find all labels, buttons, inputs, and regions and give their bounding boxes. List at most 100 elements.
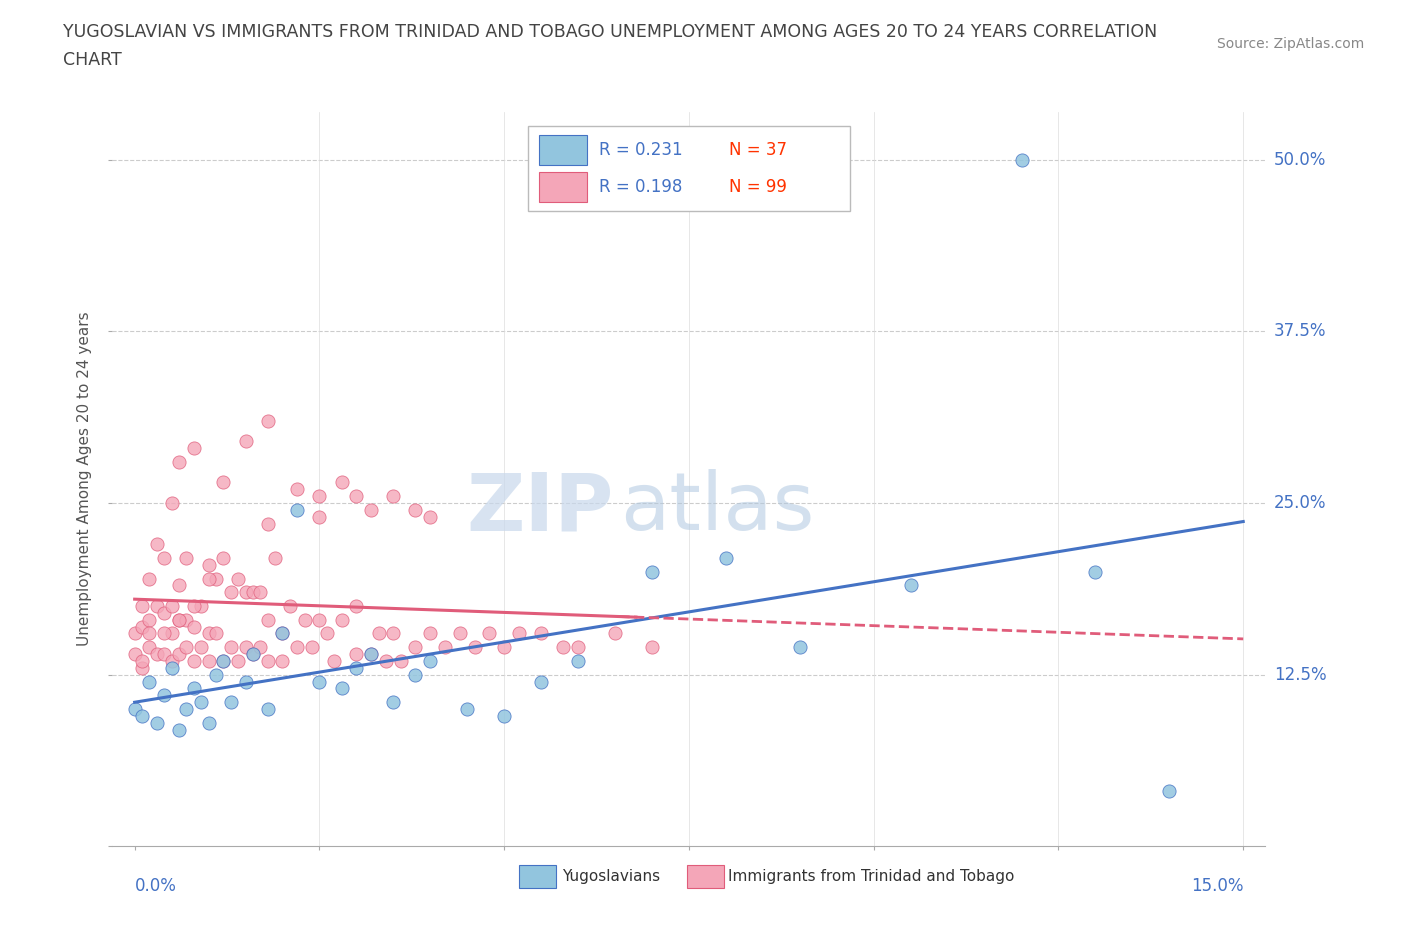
Point [226,571,249,586]
Point [419,626,441,641]
Point [367,626,389,641]
Text: 25.0%: 25.0% [1274,494,1326,512]
Point [131,709,153,724]
Point [256,701,278,716]
Point [153,605,176,620]
Point [508,626,530,641]
Text: 15.0%: 15.0% [1191,877,1243,895]
Point [138,626,160,641]
Point [183,599,205,614]
Point [219,695,242,710]
Point [478,626,501,641]
Point [374,654,396,669]
Point [405,640,427,655]
Point [183,681,205,696]
Point [285,482,308,497]
Point [219,585,242,600]
Point [419,510,441,525]
Point [197,715,219,730]
Text: Source: ZipAtlas.com: Source: ZipAtlas.com [1216,37,1364,51]
Point [167,722,190,737]
Point [382,695,405,710]
Text: 12.5%: 12.5% [1274,666,1326,684]
Point [138,571,160,586]
Point [308,488,330,503]
Point [789,640,811,655]
Point [205,571,228,586]
Point [530,626,553,641]
Point [197,626,219,641]
Point [256,612,278,627]
Point [308,674,330,689]
Point [167,455,190,470]
Point [249,585,271,600]
Point [242,646,264,661]
Point [308,612,330,627]
Point [264,551,287,565]
Text: atlas: atlas [620,470,814,548]
Text: Yugoslavians: Yugoslavians [562,869,661,883]
Point [176,551,198,565]
Point [167,612,190,627]
Point [124,646,146,661]
Point [1084,565,1107,579]
Point [242,646,264,661]
Point [641,565,664,579]
Point [197,557,219,572]
Text: 0.0%: 0.0% [135,877,177,895]
Point [235,433,257,448]
Point [197,571,219,586]
Point [153,646,176,661]
Point [190,599,212,614]
Point [714,551,737,565]
Point [153,688,176,703]
Point [494,709,516,724]
Point [167,646,190,661]
Point [301,640,323,655]
Point [1159,784,1181,799]
Point [160,654,183,669]
Text: R = 0.231: R = 0.231 [599,141,683,159]
Point [323,654,346,669]
Point [567,654,589,669]
Point [235,585,257,600]
Text: 37.5%: 37.5% [1274,323,1326,340]
Point [249,640,271,655]
Point [344,660,367,675]
Point [1011,153,1033,167]
Point [183,441,205,456]
Point [278,599,301,614]
Point [235,674,257,689]
Point [212,654,235,669]
Point [183,619,205,634]
Point [153,626,176,641]
Point [419,654,441,669]
Point [183,654,205,669]
Point [360,502,382,517]
Point [138,674,160,689]
Point [603,626,626,641]
Point [360,646,382,661]
Point [285,640,308,655]
Point [131,599,153,614]
Point [285,502,308,517]
Point [271,626,294,641]
Point [160,496,183,511]
Point [344,488,367,503]
Point [131,619,153,634]
Point [641,640,664,655]
Point [530,674,553,689]
Point [464,640,486,655]
FancyBboxPatch shape [527,126,851,211]
Point [212,475,235,490]
Text: N = 37: N = 37 [730,141,787,159]
Y-axis label: Unemployment Among Ages 20 to 24 years: Unemployment Among Ages 20 to 24 years [77,312,93,646]
Point [256,516,278,531]
Point [235,640,257,655]
Point [176,701,198,716]
Point [131,654,153,669]
Point [212,551,235,565]
Point [389,654,412,669]
Point [256,654,278,669]
Point [190,695,212,710]
